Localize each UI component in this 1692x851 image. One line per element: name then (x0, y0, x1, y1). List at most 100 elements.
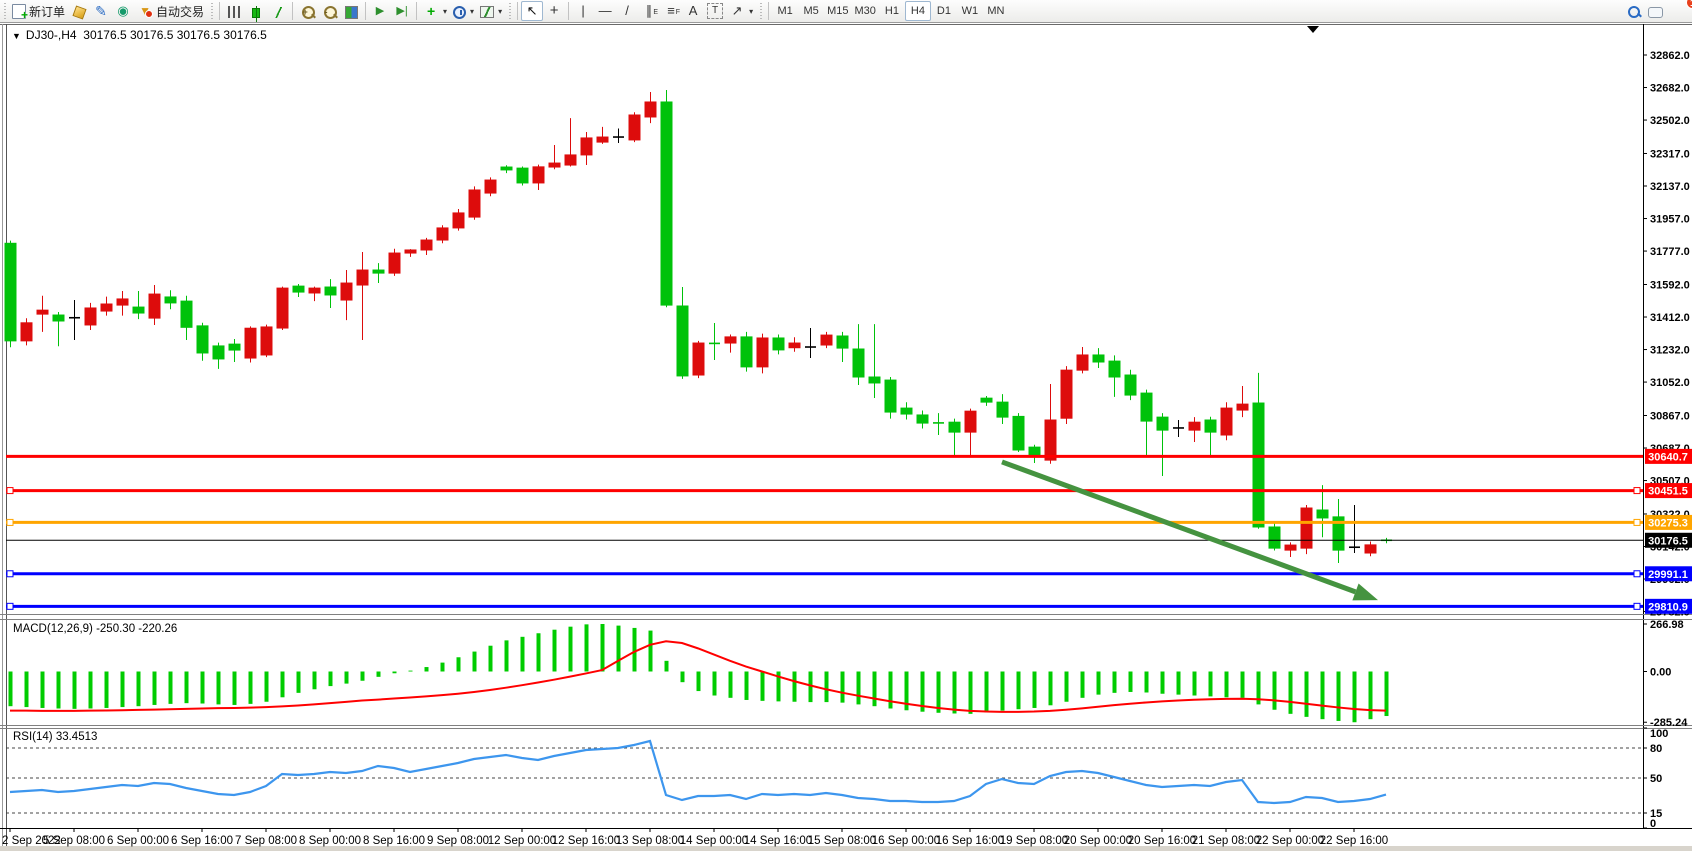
svg-text:14 Sep 16:00: 14 Sep 16:00 (744, 835, 812, 847)
timeframe-button-MN[interactable]: MN (987, 5, 1005, 17)
horizontal-line-tool-button[interactable]: — (594, 1, 616, 21)
horizontal-line-icon: — (598, 3, 612, 18)
new-order-label: 新订单 (29, 4, 66, 19)
line-chart-button[interactable] (267, 1, 289, 21)
crosshair-tool-button[interactable]: + (543, 1, 565, 21)
line-handle[interactable] (6, 602, 14, 610)
toolbar-grip[interactable] (758, 3, 764, 19)
toolbar-grip[interactable] (507, 3, 513, 19)
search-button[interactable] (1622, 1, 1644, 21)
timeframe-button-M1[interactable]: M1 (777, 5, 793, 17)
svg-text:9 Sep 08:00: 9 Sep 08:00 (427, 835, 489, 847)
timeframe-buttons: M1 M5 M15 M30 H1 H4 D1 W1 MN (772, 1, 1009, 21)
line-handle[interactable] (6, 570, 14, 578)
signals-button[interactable]: ◉ (112, 1, 134, 21)
line-handle[interactable] (1633, 518, 1641, 526)
clock-icon (453, 5, 467, 19)
cursor-tool-button[interactable]: ↖ (521, 1, 544, 21)
bar-chart-button[interactable] (223, 1, 245, 21)
separator (768, 2, 770, 20)
cursor-icon: ↖ (526, 3, 538, 18)
styles-icon (71, 4, 87, 20)
chart-area[interactable]: 32862.0 32682.0 32502.0 32317.0 32137.0 31957… (0, 24, 1692, 851)
timeframe-button-M30[interactable]: M30 (854, 5, 876, 17)
toolbar-grip[interactable] (2, 3, 7, 19)
bar-chart-icon (228, 6, 241, 18)
line-handle[interactable] (6, 518, 14, 526)
toolbar-grip[interactable] (209, 3, 215, 19)
trendline-tool-button[interactable]: / (616, 1, 638, 21)
svg-text:6 Sep 16:00: 6 Sep 16:00 (171, 835, 233, 847)
svg-text:22 Sep 00:00: 22 Sep 00:00 (1256, 835, 1324, 847)
indicators-button[interactable]: + ▾ (420, 1, 450, 21)
arrows-tool-button[interactable]: ↗ ▾ (726, 1, 756, 21)
horizontal-lines-layer[interactable] (6, 454, 1643, 610)
candlestick-chart-button[interactable] (245, 1, 267, 22)
line-handle[interactable] (1633, 487, 1641, 495)
text-label-tool-button[interactable]: T (704, 1, 726, 21)
metaeditor-button[interactable]: ✎ (90, 1, 112, 21)
auto-scroll-button[interactable]: ▶ (369, 1, 391, 21)
svg-text:12 Sep 16:00: 12 Sep 16:00 (552, 835, 620, 847)
svg-text:-285.24: -285.24 (1650, 717, 1688, 729)
svg-text:30867.0: 30867.0 (1650, 410, 1690, 422)
price-axis[interactable]: 32862.0 32682.0 32502.0 32317.0 32137.0 31957… (1643, 50, 1692, 619)
new-order-icon (12, 3, 28, 23)
text-label-icon: T (707, 3, 724, 19)
auto-trading-button[interactable]: ▼ 自动交易 (134, 1, 207, 21)
fibonacci-tool-button[interactable]: ≡ F (660, 1, 682, 21)
tile-windows-icon (344, 5, 358, 19)
equidistant-channel-icon: ∥ E (645, 3, 659, 18)
timeframe-button-H4[interactable]: H4 (904, 1, 931, 21)
tile-windows-button[interactable] (340, 1, 362, 21)
chevron-down-icon: ▾ (470, 6, 475, 16)
timeframe-button-M15[interactable]: M15 (827, 5, 849, 17)
macd-pane: 266.98 0.00 -285.24 (8, 619, 1688, 729)
candles-layer (4, 90, 1392, 563)
templates-button[interactable]: ▾ (477, 1, 505, 21)
line-handle[interactable] (1633, 570, 1641, 578)
svg-text:5 Sep 08:00: 5 Sep 08:00 (43, 835, 105, 847)
line-chart-icon (271, 6, 285, 18)
notifications-button[interactable]: 1 (1644, 0, 1692, 21)
macd-indicator-label: MACD(12,26,9) -250.30 -220.26 (13, 623, 178, 635)
svg-text:8 Sep 00:00: 8 Sep 00:00 (299, 835, 361, 847)
svg-text:80: 80 (1650, 743, 1662, 755)
svg-text:31232.0: 31232.0 (1650, 345, 1690, 357)
svg-text:20 Sep 16:00: 20 Sep 16:00 (1128, 835, 1196, 847)
crosshair-icon: + (549, 2, 559, 19)
chart-shift-button[interactable]: ▶| (391, 1, 413, 21)
periods-button[interactable]: ▾ (450, 1, 477, 21)
styles-button[interactable] (68, 1, 90, 21)
svg-text:15 Sep 08:00: 15 Sep 08:00 (808, 835, 876, 847)
timeframe-button-D1[interactable]: D1 (936, 5, 951, 17)
notification-badge: 1 (1686, 0, 1692, 9)
svg-text:32137.0: 32137.0 (1650, 181, 1690, 193)
line-handle[interactable] (6, 487, 14, 495)
new-order-button[interactable]: 新订单 (9, 1, 68, 23)
text-icon: A (688, 3, 698, 18)
trend-arrow-object[interactable] (1001, 459, 1378, 601)
chart-canvas[interactable]: 32862.0 32682.0 32502.0 32317.0 32137.0 31957… (0, 24, 1692, 851)
line-handle[interactable] (1633, 602, 1641, 610)
zoom-in-button[interactable]: + (296, 1, 318, 21)
timeframe-button-W1[interactable]: W1 (961, 5, 979, 17)
svg-text:266.98: 266.98 (1650, 619, 1684, 631)
text-tool-button[interactable]: A (682, 1, 704, 21)
collapse-triangle-icon[interactable]: ▼ (12, 31, 21, 41)
svg-text:30640.7: 30640.7 (1648, 451, 1688, 463)
channel-tool-button[interactable]: ∥ E (638, 1, 660, 21)
chevron-down-icon: ▾ (498, 6, 503, 16)
svg-text:29810.9: 29810.9 (1648, 601, 1688, 613)
timeframe-button-M5[interactable]: M5 (803, 5, 819, 17)
rsi-indicator-label: RSI(14) 33.4513 (13, 731, 98, 743)
symbol-label: DJ30-,H4 (25, 28, 77, 42)
svg-text:8 Sep 16:00: 8 Sep 16:00 (363, 835, 425, 847)
rsi-pane: 100 80 50 150 (6, 727, 1668, 830)
timeframe-button-H1[interactable]: H1 (884, 5, 899, 17)
zoom-out-button[interactable]: - (318, 1, 340, 21)
svg-text:32502.0: 32502.0 (1650, 115, 1690, 127)
vertical-line-tool-button[interactable]: | (572, 1, 594, 21)
chart-shift-marker[interactable] (1307, 26, 1319, 33)
